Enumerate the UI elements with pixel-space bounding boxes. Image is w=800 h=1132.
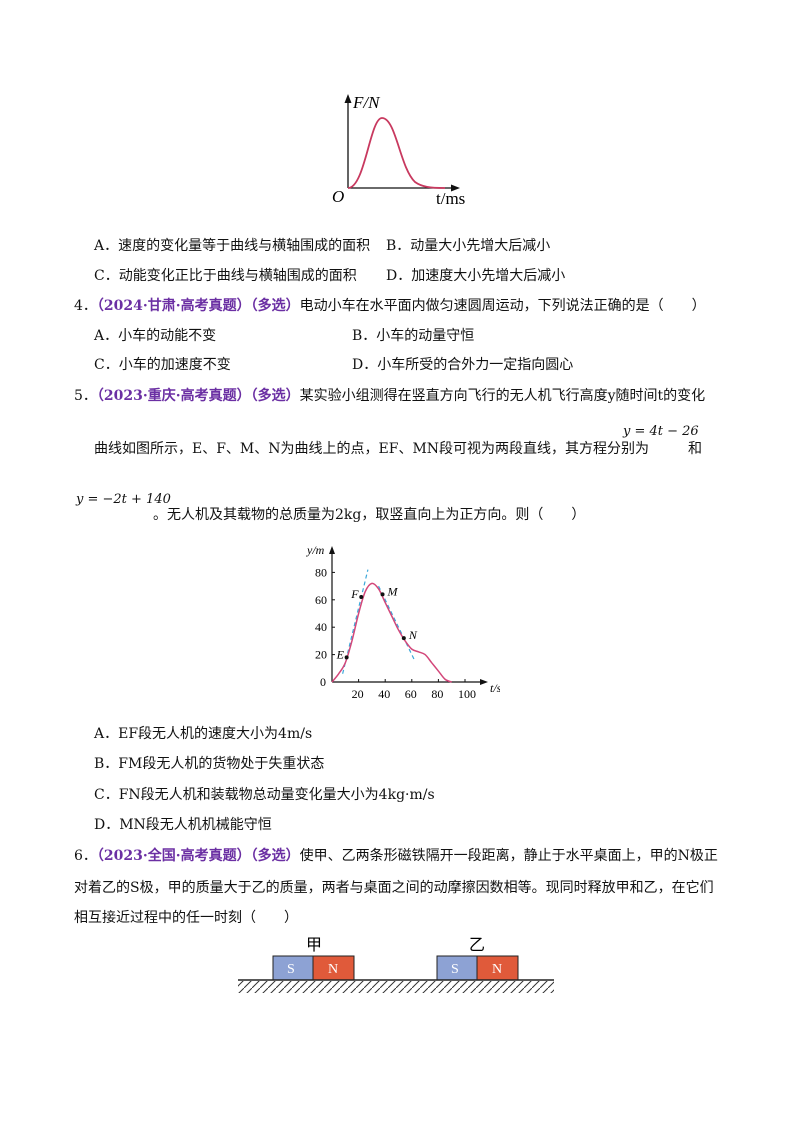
question-6-stem-line2: 对着乙的S极，甲的质量大于乙的质量，两者与桌面之间的动摩擦因数相等。现同时释放甲…	[74, 880, 714, 896]
q5-option-d: D．MN段无人机机械能守恒	[94, 817, 272, 833]
q3-option-c: C．动能变化正比于曲线与横轴围成的面积	[94, 268, 357, 284]
q3-option-d: D．加速度大小先增大后减小	[386, 268, 566, 284]
q4-option-d: D．小车所受的合外力一定指向圆心	[352, 357, 574, 373]
y-tick-label: 60	[315, 593, 327, 607]
point-label-f: F	[350, 587, 359, 601]
q4-option-b: B．小车的动量守恒	[352, 328, 475, 344]
x-tick-label: 40	[378, 687, 390, 700]
q3-option-a: A．速度的变化量等于曲线与横轴围成的面积	[94, 238, 371, 254]
question-5-stem-line1: 5．（2023·重庆·高考真题）（多选）某实验小组测得在竖直方向飞行的无人机飞行…	[74, 388, 706, 404]
point-n	[401, 636, 406, 641]
y-tick-label: 40	[315, 620, 327, 634]
jia-n-pole: N	[328, 962, 338, 977]
y-tick-label: 80	[315, 565, 327, 579]
y-axis-label: F/N	[352, 93, 381, 112]
magnet-jia: S N	[272, 955, 355, 981]
question-5-stem-line3: 。无人机及其载物的总质量为2kg，取竖直向上为正方向。则（ ）	[153, 507, 586, 523]
jia-s-pole: S	[287, 962, 295, 977]
question-5-stem-line2: 曲线如图所示，E、F、M、N为曲线上的点，EF、MN段可视为两段直线，其方程分别…	[94, 441, 650, 457]
force-time-figure: F/N O t/ms	[332, 93, 465, 208]
magnet-yi-label: 乙	[469, 937, 485, 954]
word-and: 和	[688, 441, 702, 457]
q5-option-b: B．FM段无人机的货物处于失重状态	[94, 756, 325, 772]
equation-ef: y = 4t − 26	[623, 424, 699, 439]
altitude-curve	[331, 582, 452, 683]
x-tick-label: 20	[352, 687, 364, 700]
altitude-time-chart: y/m t/s 20 40 60 80 0 20 40 60 80 100 E F M N	[306, 543, 500, 700]
yi-n-pole: N	[492, 962, 502, 977]
magnet-jia-label: 甲	[306, 937, 322, 954]
table-hatching	[238, 981, 554, 993]
question-6-stem-line3: 相互接近过程中的任一时刻（ ）	[74, 910, 298, 926]
question-4-stem: 4．（2024·甘肃·高考真题）（多选）电动小车在水平面内做匀速圆周运动，下列说…	[74, 298, 706, 314]
x-axis-label: t/ms	[436, 189, 465, 208]
x-axis-arrow	[480, 679, 488, 685]
y-axis-arrow	[329, 546, 335, 554]
y-axis-label: y/m	[306, 543, 325, 557]
question-6-stem-line1: 6．（2023·全国·高考真题）（多选）使甲、乙两条形磁铁隔开一段距离，静止于水…	[74, 848, 718, 864]
q3-option-b: B．动量大小先增大后减小	[386, 238, 551, 254]
x-tick-label: 60	[405, 687, 417, 700]
point-label-e: E	[336, 647, 345, 661]
origin-label: O	[332, 187, 344, 206]
x-tick-label: 0	[320, 675, 326, 689]
yi-s-pole: S	[451, 962, 459, 977]
x-tick-label: 100	[458, 687, 476, 700]
x-tick-label: 80	[431, 687, 443, 700]
q5-option-a: A．EF段无人机的速度大小为4m/s	[94, 726, 313, 742]
point-label-m: M	[387, 584, 399, 598]
magnet-yi: S N	[436, 955, 519, 981]
magnets-figure: 甲 乙 S N S N	[238, 937, 554, 993]
point-f	[359, 595, 364, 600]
q4-option-c: C．小车的加速度不变	[94, 357, 231, 373]
equation-mn: y = −2t + 140	[76, 492, 171, 507]
y-tick-label: 20	[315, 648, 327, 662]
q4-option-a: A．小车的动能不变	[94, 328, 217, 344]
point-m	[380, 592, 385, 597]
point-label-n: N	[408, 628, 418, 642]
force-curve	[347, 117, 446, 189]
q5-option-c: C．FN段无人机和装载物总动量变化量大小为4kg·m/s	[94, 787, 435, 803]
x-axis-label: t/s	[490, 681, 500, 695]
point-e	[344, 655, 349, 660]
